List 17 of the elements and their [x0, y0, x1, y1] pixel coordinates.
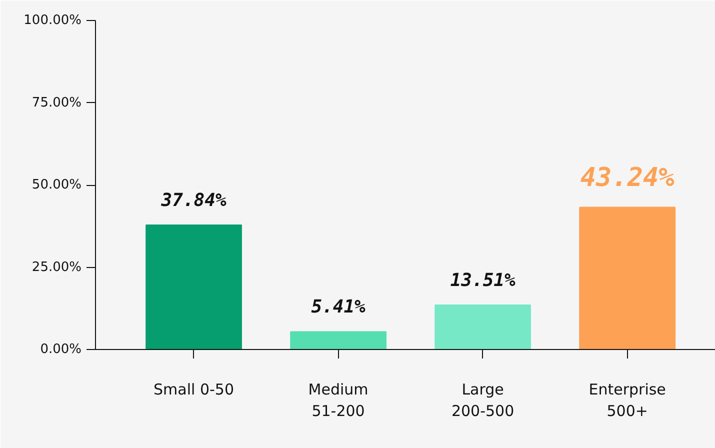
- data-label: 5.41%: [311, 296, 366, 318]
- x-tick-label: Small 0-50: [154, 380, 234, 398]
- y-tick-label: 75.00%: [32, 95, 82, 110]
- y-tick-label: 50.00%: [32, 178, 82, 192]
- x-tick-label: Enterprise 500+: [588, 380, 666, 420]
- bar: [290, 331, 386, 350]
- y-tick-label: 0.00%: [40, 342, 82, 357]
- bar: [146, 224, 242, 350]
- data-label: 43.24%: [580, 163, 675, 194]
- data-label: 13.51%: [450, 270, 516, 292]
- y-tick-label: 25.00%: [32, 260, 82, 275]
- bar: [579, 206, 676, 350]
- data-label: 37.84%: [160, 190, 226, 212]
- x-tick-label: Medium 51-200: [308, 380, 368, 420]
- y-tick-label: 100.00%: [24, 13, 82, 28]
- bar: [434, 304, 532, 350]
- x-tick-label: Large 200-500: [451, 380, 514, 420]
